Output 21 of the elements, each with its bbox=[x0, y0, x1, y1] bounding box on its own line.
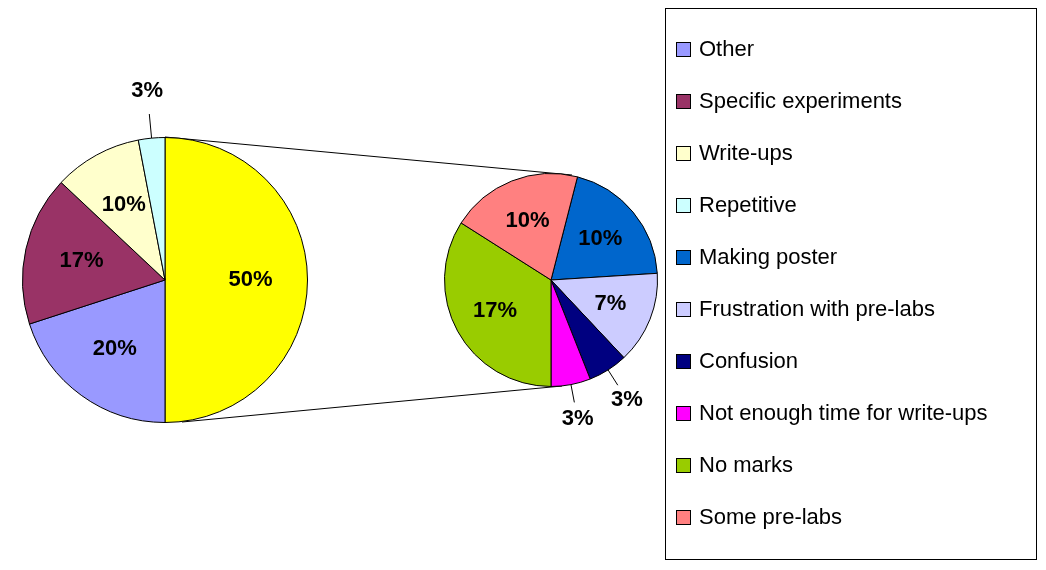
legend-label: Not enough time for write-ups bbox=[699, 400, 988, 426]
legend-label: Making poster bbox=[699, 244, 838, 270]
data-label: 10% bbox=[101, 191, 146, 217]
legend-label: Confusion bbox=[699, 348, 799, 374]
data-label: 3% bbox=[611, 385, 643, 411]
data-label: 10% bbox=[505, 206, 550, 232]
legend-label: Specific experiments bbox=[699, 88, 902, 114]
data-label: 20% bbox=[92, 335, 137, 361]
data-label: 17% bbox=[472, 296, 518, 322]
data-label: 10% bbox=[578, 225, 623, 251]
legend-label: Other bbox=[699, 36, 755, 62]
legend-label: Frustration with pre-labs bbox=[699, 296, 935, 322]
data-label: 3% bbox=[131, 77, 164, 103]
data-label: 3% bbox=[561, 405, 594, 431]
data-label: 7% bbox=[594, 289, 627, 315]
data-label: 50% bbox=[228, 266, 273, 292]
data-label: 17% bbox=[59, 247, 104, 273]
legend-label: No marks bbox=[699, 452, 794, 478]
legend-label: Some pre-labs bbox=[699, 504, 843, 530]
legend-label: Repetitive bbox=[699, 192, 797, 218]
legend-label: Write-ups bbox=[699, 140, 793, 166]
